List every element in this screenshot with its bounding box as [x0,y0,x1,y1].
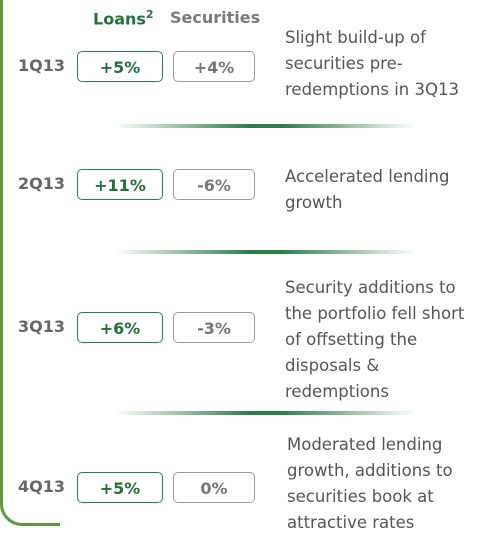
separator [115,411,415,415]
loans-change: +5% [77,472,163,503]
comment: Moderated lending growth, additions to s… [287,435,453,532]
securities-change: 0% [173,472,255,503]
quarter-label: 3Q13 [18,317,65,336]
loans-change: +11% [77,169,163,200]
securities-change: -3% [173,312,255,343]
frame [0,0,60,526]
separator [115,124,415,128]
securities-header: Securities [170,8,261,27]
quarter-label: 2Q13 [18,174,65,193]
separator [115,250,415,254]
securities-change: +4% [173,51,255,82]
comment: Security additions to the portfolio fell… [285,278,465,401]
footnote-mark: 2 [145,8,154,21]
quarter-label: 1Q13 [18,56,65,75]
loans-change: +5% [77,51,163,82]
comment: Accelerated lending growth [285,167,450,212]
securities-change: -6% [173,169,255,200]
loans-change: +6% [77,312,163,343]
loans-header: Loans2 [93,8,154,28]
comment: Slight build-up of securities pre-redemp… [285,28,459,99]
loans-label: Loans [93,9,146,29]
quarter-label: 4Q13 [18,477,65,496]
